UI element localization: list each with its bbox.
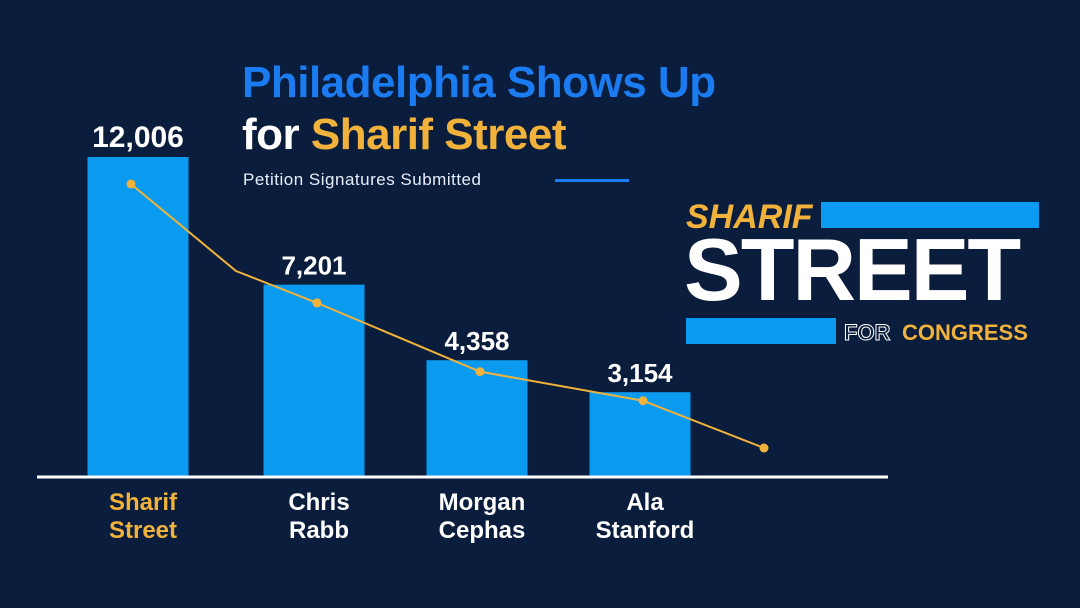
bar-4 <box>589 392 691 476</box>
trend-point-1 <box>126 179 136 189</box>
trend-point-2 <box>312 298 322 308</box>
title-line-2: for Sharif Street <box>242 110 567 160</box>
trend-point-5 <box>759 443 769 453</box>
subtitle-underline <box>555 179 629 182</box>
category-label-3: Morgan Cephas <box>439 489 526 544</box>
logo-street: STREET <box>684 220 1021 319</box>
value-label-2: 7,201 <box>281 251 346 281</box>
subtitle: Petition Signatures Submitted <box>243 170 482 189</box>
bar-2 <box>263 284 365 476</box>
bar-1 <box>87 157 189 476</box>
category-label-1: Sharif Street <box>109 489 178 544</box>
value-label-4: 3,154 <box>607 358 673 388</box>
value-label-1: 12,006 <box>92 121 184 154</box>
logo-congress: CONGRESS <box>902 320 1028 345</box>
logo-bar-bottom <box>686 318 836 344</box>
category-label-4: Ala Stanford <box>596 489 695 544</box>
title-highlight: Sharif Street <box>310 110 567 159</box>
logo-bar-top <box>821 202 1039 228</box>
trend-point-3 <box>475 367 485 377</box>
bar-3 <box>426 360 528 476</box>
title-prefix: for <box>242 110 311 159</box>
value-label-3: 4,358 <box>444 326 509 356</box>
trend-point-4 <box>638 396 648 406</box>
trend-line <box>130 183 765 449</box>
logo-sharif: SHARIF <box>686 198 813 236</box>
title-line-1: Philadelphia Shows Up <box>242 58 716 107</box>
campaign-logo: SHARIF STREET FOR CONGRESS <box>684 196 1044 346</box>
category-label-2: Chris Rabb <box>288 489 349 544</box>
logo-for: FOR <box>843 320 891 346</box>
